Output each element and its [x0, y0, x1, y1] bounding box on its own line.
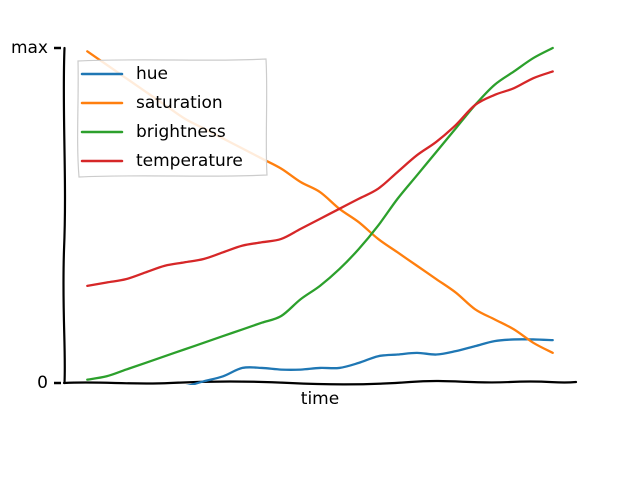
y-tick-label-max: max: [11, 38, 48, 58]
legend-label-hue: hue: [136, 64, 168, 84]
legend-label-temperature: temperature: [136, 151, 243, 171]
x-axis-label: time: [301, 389, 339, 409]
x-axis-line: [64, 381, 576, 384]
legend-label-brightness: brightness: [136, 122, 226, 142]
legend-label-saturation: saturation: [136, 93, 223, 113]
y-tick-label-zero: 0: [37, 373, 48, 393]
y-axis-line: [63, 48, 65, 383]
legend: hue saturation brightness temperature: [78, 59, 267, 177]
series-line-hue: [87, 339, 552, 393]
